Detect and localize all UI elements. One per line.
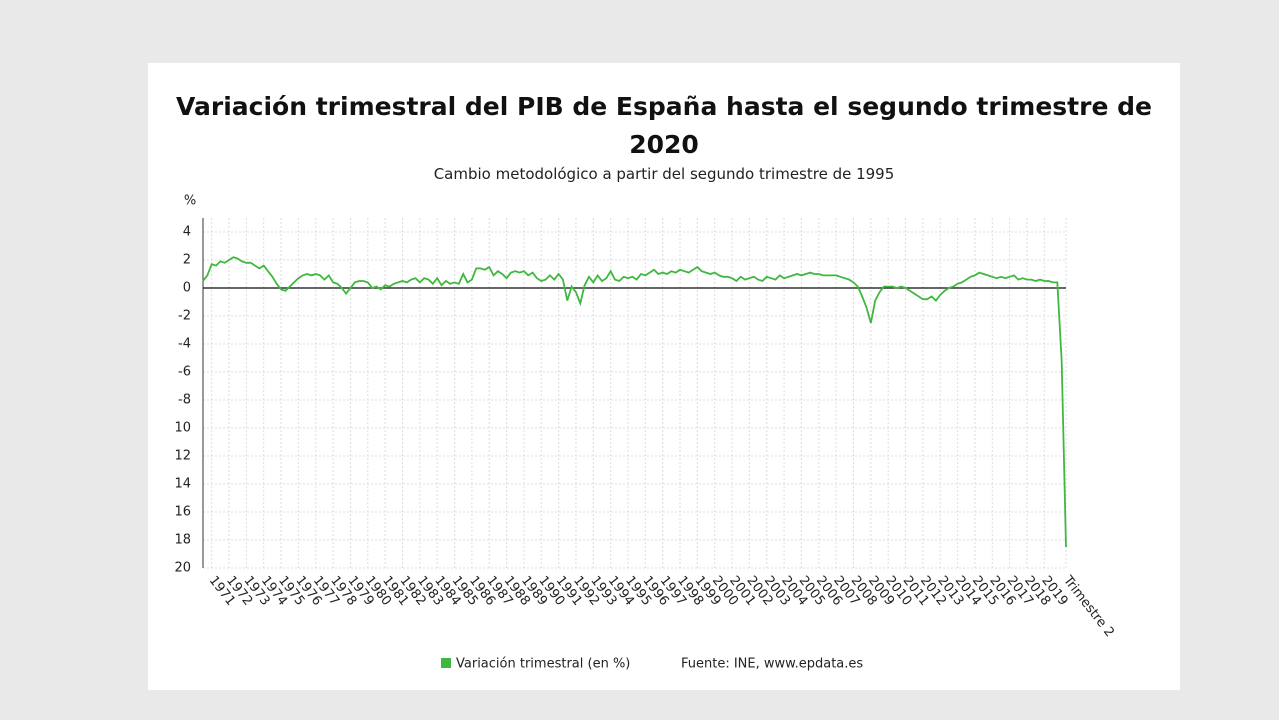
legend-swatch [441, 658, 451, 668]
data-line [202, 256, 1067, 548]
legend-label: Variación trimestral (en %) [456, 657, 630, 672]
y-tick-label: 4 [183, 225, 191, 240]
chart-title: Variación trimestral del PIB de España h… [176, 92, 1152, 159]
y-tick-label: 2 [183, 253, 191, 268]
y-tick-label: -2 [178, 309, 191, 324]
source-note: Fuente: INE, www.epdata.es [681, 657, 863, 672]
chart-card [148, 63, 1180, 690]
y-tick-label: 14 [174, 477, 191, 492]
y-tick-label: -8 [178, 393, 191, 408]
y-tick-label: 20 [174, 561, 191, 576]
y-tick-label: 12 [174, 449, 191, 464]
chart-subtitle: Cambio metodológico a partir del segundo… [433, 165, 895, 183]
y-tick-label: 0 [183, 281, 191, 296]
x-tick-label: Trimestre 2 [1059, 573, 1116, 641]
y-axis-label: % [184, 194, 196, 209]
y-tick-label: 10 [174, 421, 191, 436]
y-tick-label: 18 [174, 533, 191, 548]
y-tick-label: -4 [178, 337, 191, 352]
y-tick-label: -6 [178, 365, 191, 380]
y-tick-label: 16 [174, 505, 191, 520]
